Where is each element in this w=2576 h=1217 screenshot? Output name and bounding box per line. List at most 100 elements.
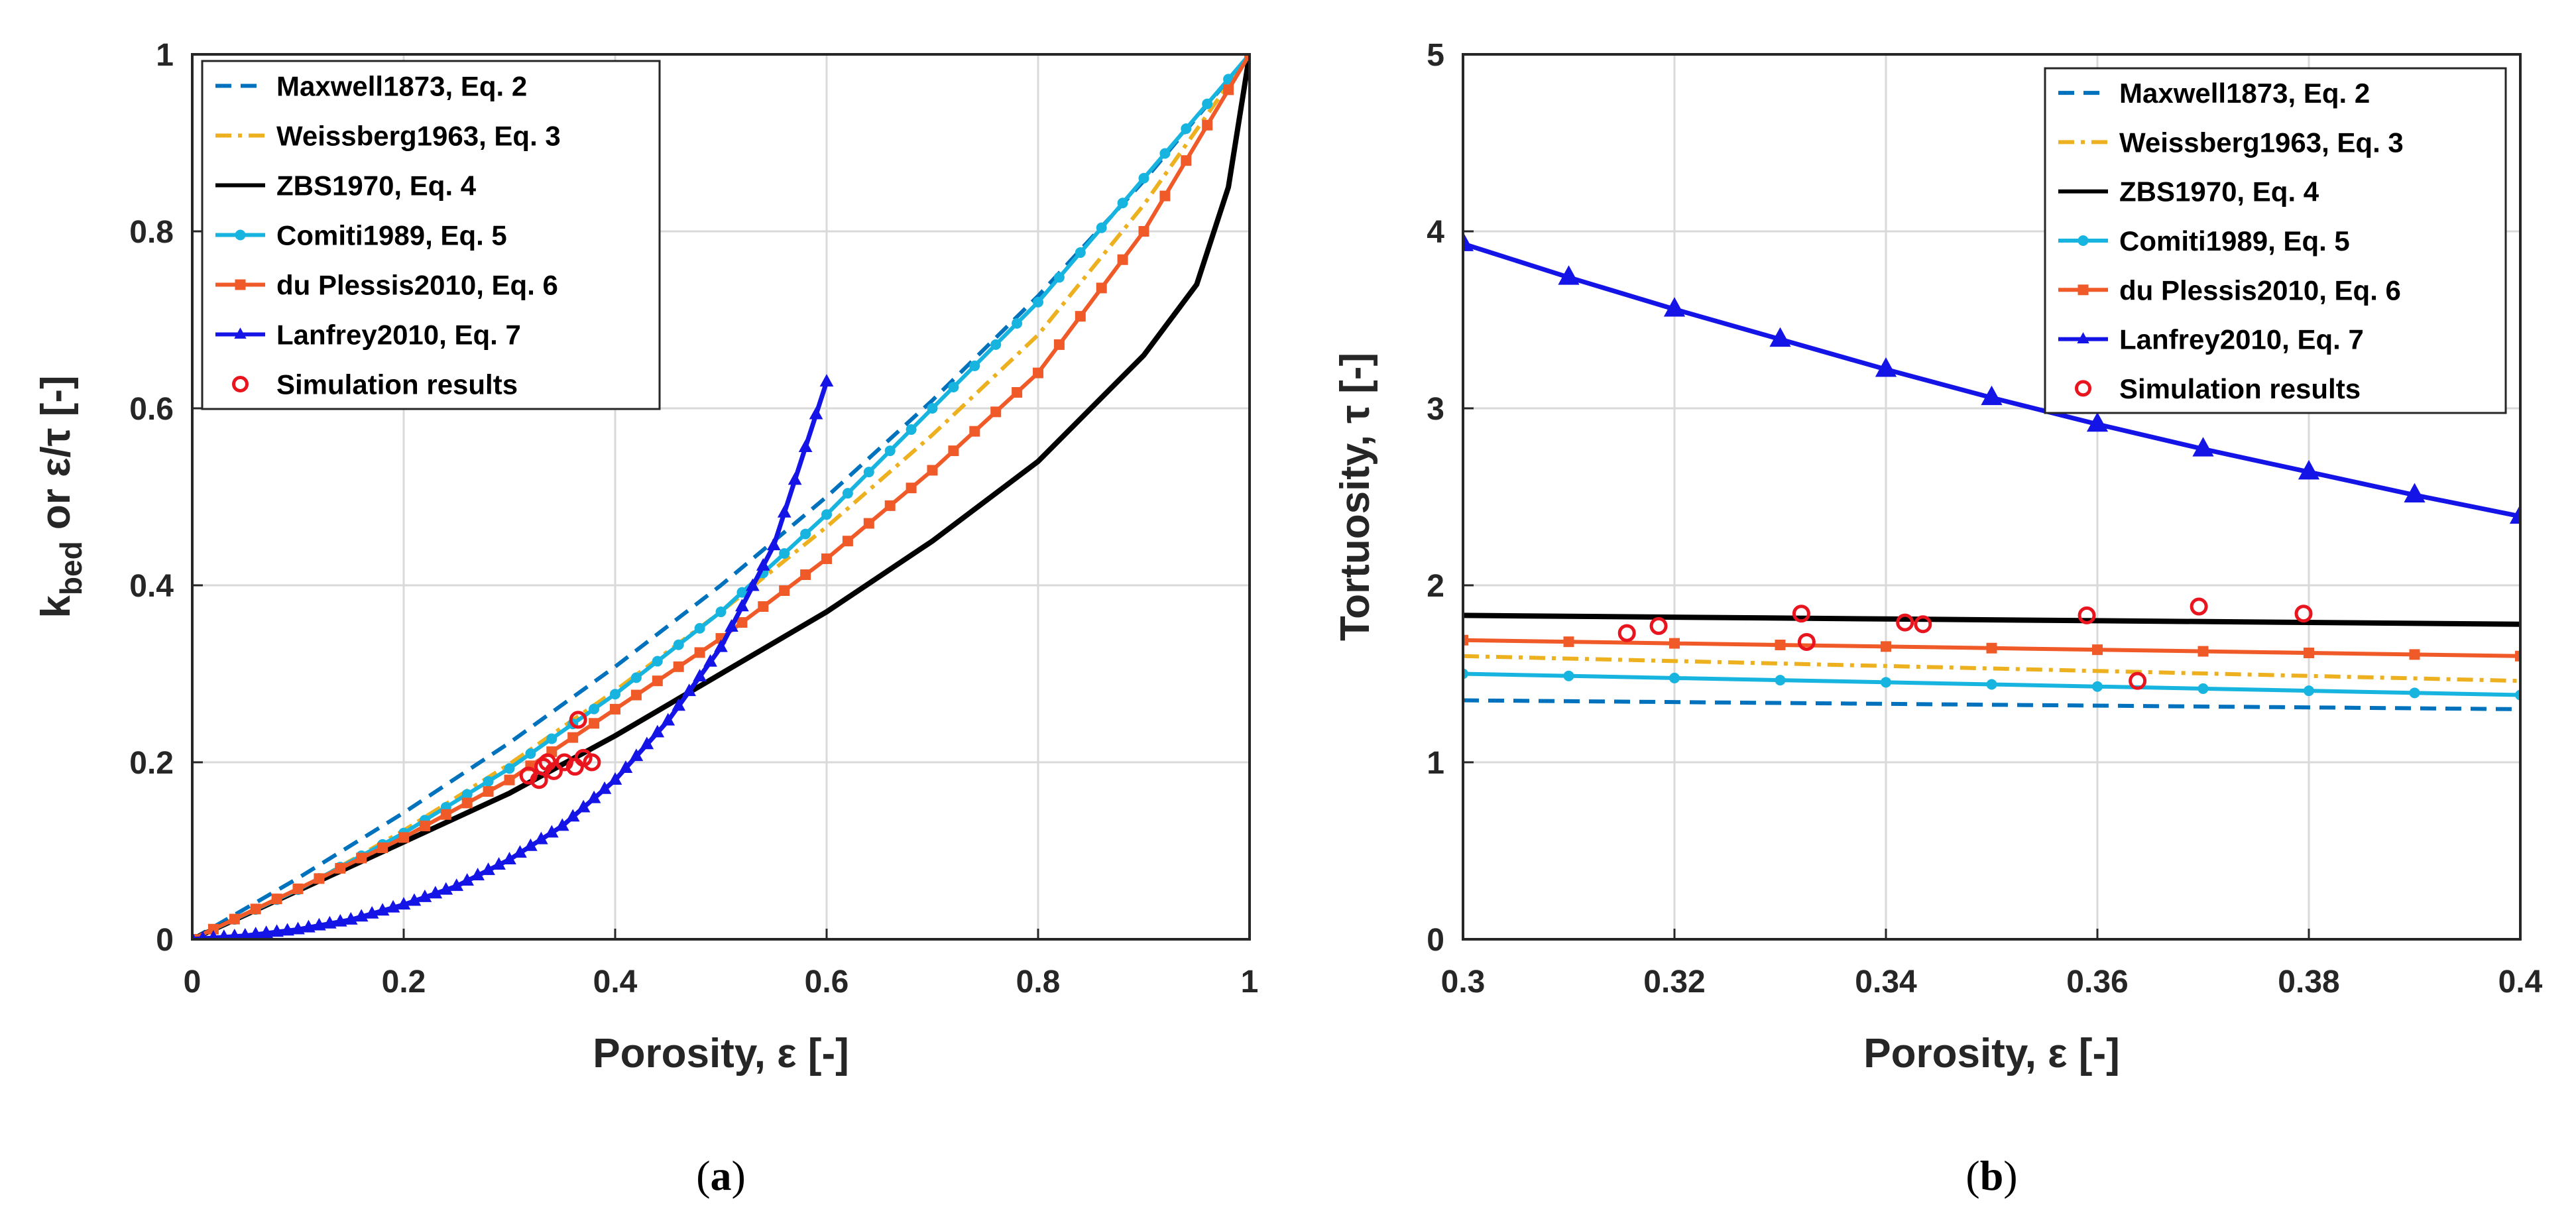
data-point — [1138, 226, 1149, 237]
series-line — [1463, 654, 2520, 683]
data-point — [534, 831, 548, 844]
legend-marker — [2078, 284, 2089, 296]
y-tick-label: 3 — [1427, 392, 1444, 427]
data-point — [292, 883, 304, 894]
data-point — [1075, 311, 1086, 322]
data-point — [302, 919, 316, 933]
data-point — [1117, 254, 1128, 265]
data-point — [1096, 282, 1107, 294]
data-point — [758, 601, 769, 612]
data-point — [1159, 148, 1171, 159]
data-point — [2197, 683, 2209, 694]
data-point — [407, 893, 422, 906]
data-point — [779, 548, 790, 559]
data-point — [440, 809, 451, 820]
data-point — [555, 753, 573, 772]
y-tick-label: 1 — [1427, 746, 1444, 781]
y-axis-label-subscript: bed — [54, 541, 88, 595]
data-point — [1649, 616, 1668, 635]
data-point — [863, 518, 874, 529]
data-point — [969, 426, 980, 437]
data-point — [798, 439, 813, 452]
data-point — [736, 617, 748, 628]
x-tick-label: 0.4 — [2498, 964, 2543, 1000]
data-point — [1053, 339, 1065, 350]
data-point — [259, 925, 273, 939]
y-tick-label: 0.8 — [129, 215, 174, 250]
data-point — [725, 619, 738, 632]
data-point — [567, 732, 579, 743]
data-point — [524, 838, 538, 851]
series-lanfrey2010 — [1463, 231, 2520, 524]
legend-label: Weissberg1963, Eq. 3 — [2119, 127, 2404, 158]
x-tick-label: 0.2 — [382, 964, 426, 1000]
data-point — [927, 403, 938, 414]
data-point — [1663, 297, 1686, 317]
data-point — [1012, 318, 1023, 329]
y-axis-label-rest: or ε/τ [-] — [33, 375, 79, 541]
data-point — [504, 763, 515, 774]
data-point — [694, 647, 705, 658]
data-point — [461, 797, 473, 809]
data-point — [672, 698, 686, 711]
data-point — [2404, 483, 2426, 503]
data-point — [630, 689, 642, 701]
data-point — [335, 862, 346, 874]
x-tick-label: 0.4 — [593, 964, 638, 1000]
legend-marker — [232, 376, 249, 392]
data-point — [608, 772, 622, 785]
series-zbs1970 — [1463, 612, 2520, 627]
data-point — [428, 886, 443, 899]
data-point — [377, 842, 388, 853]
x-tick-label: 0.32 — [1643, 964, 1705, 1000]
data-point — [198, 931, 207, 939]
caption-letter: b — [1980, 1152, 2004, 1199]
axes-frame — [1462, 53, 2522, 941]
data-point — [766, 538, 781, 551]
data-point — [842, 536, 853, 547]
data-point — [546, 733, 557, 744]
legend-label: Maxwell1873, Eq. 2 — [276, 71, 527, 102]
data-point — [2509, 504, 2520, 524]
y-tick-label: 0.2 — [129, 746, 174, 781]
series-maxwell1873 — [192, 54, 1250, 939]
data-point — [312, 917, 326, 931]
legend-label: Maxwell1873, Eq. 2 — [2119, 78, 2370, 109]
x-tick-label: 0.36 — [2066, 964, 2128, 1000]
data-point — [990, 339, 1002, 350]
data-point — [821, 553, 832, 564]
data-point — [207, 923, 219, 935]
data-point — [800, 569, 811, 580]
x-tick-label: 0 — [184, 964, 202, 1000]
panel-caption: (b) — [1965, 1152, 2017, 1199]
data-point — [419, 821, 430, 832]
data-point — [239, 927, 252, 939]
series-simulation-results — [519, 711, 601, 789]
data-point — [483, 776, 494, 787]
data-point — [2304, 685, 2314, 697]
caption-open: ( — [1965, 1152, 1979, 1199]
data-point — [2515, 650, 2520, 662]
caption-close: ) — [2003, 1152, 2017, 1199]
data-point — [333, 913, 347, 927]
data-point — [565, 809, 580, 822]
legend-label: Lanfrey2010, Eq. 7 — [2119, 324, 2364, 355]
data-point — [661, 713, 675, 726]
data-point — [640, 736, 654, 750]
data-point — [682, 683, 696, 697]
data-point — [1075, 247, 1086, 259]
x-tick-label: 1 — [1241, 964, 1259, 1000]
data-point — [386, 899, 400, 913]
data-point — [2409, 649, 2420, 660]
data-point — [1244, 54, 1250, 60]
data-point — [250, 903, 261, 915]
data-point — [2190, 597, 2208, 616]
legend-marker — [2077, 332, 2089, 343]
legend-box — [201, 60, 661, 410]
data-point — [481, 862, 495, 876]
data-point — [863, 467, 874, 478]
data-point — [1223, 84, 1234, 95]
data-point — [1159, 190, 1171, 202]
data-point — [375, 903, 390, 916]
data-point — [948, 445, 959, 457]
